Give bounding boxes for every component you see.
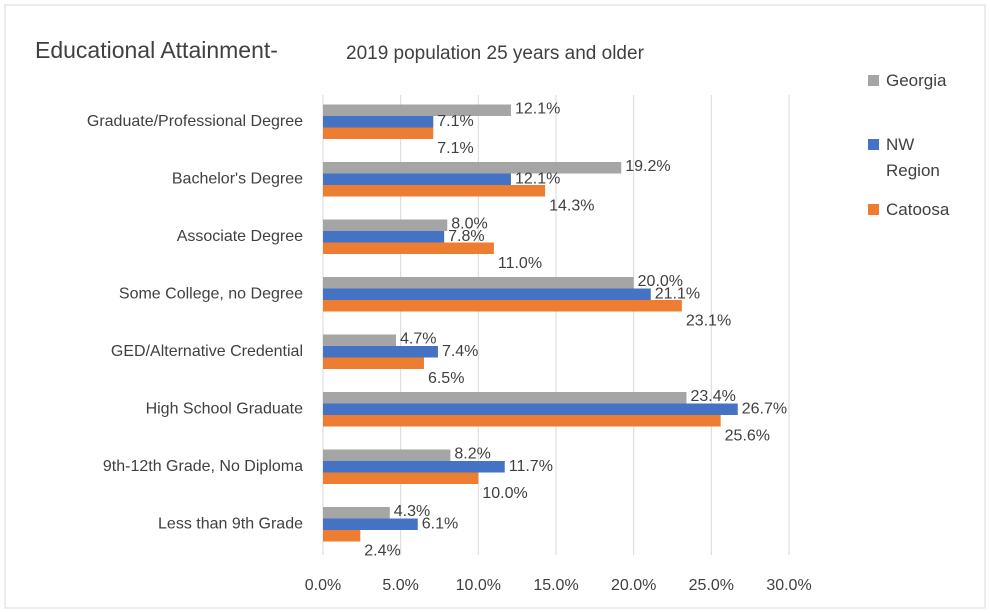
bar: [323, 173, 511, 185]
y-tick-label: High School Graduate: [146, 400, 304, 417]
data-label: 4.3%: [394, 503, 430, 520]
data-label: 19.2%: [625, 158, 670, 175]
x-tick-label: 0.0%: [305, 577, 341, 594]
data-label: 11.0%: [498, 255, 542, 272]
data-label: 26.7%: [742, 400, 787, 417]
bar: [323, 116, 434, 128]
bar: [323, 392, 687, 404]
bar: [323, 162, 622, 174]
data-label: 10.0%: [482, 485, 527, 502]
data-label: 20.0%: [638, 273, 683, 290]
x-tick-label: 30.0%: [766, 577, 811, 594]
data-label: 23.4%: [690, 388, 735, 405]
data-label: 7.1%: [437, 113, 473, 130]
legend-item: Georgia: [868, 68, 966, 94]
data-label: 12.1%: [515, 170, 560, 187]
bar: [323, 357, 424, 369]
bar: [323, 415, 721, 427]
x-tick-label: 20.0%: [611, 577, 656, 594]
bar: [323, 288, 651, 300]
data-label: 2.4%: [364, 543, 400, 560]
y-tick-label: 9th-12th Grade, No Diploma: [103, 458, 303, 475]
y-tick-label: Associate Degree: [177, 228, 303, 245]
data-label: 7.4%: [442, 343, 478, 360]
y-tick-label: Less than 9th Grade: [158, 515, 303, 532]
data-label: 25.6%: [725, 428, 770, 445]
data-label: 6.1%: [422, 515, 458, 532]
legend-swatch: [868, 204, 879, 215]
data-label: 7.1%: [437, 140, 473, 157]
legend-item: NW Region: [868, 132, 966, 184]
legend-swatch: [868, 75, 879, 86]
data-label: 4.7%: [400, 330, 436, 347]
data-label: 11.7%: [509, 458, 553, 475]
data-label: 8.2%: [454, 445, 490, 462]
x-tick-label: 15.0%: [533, 577, 578, 594]
bar: [323, 461, 505, 473]
data-label: 7.8%: [448, 228, 484, 245]
x-tick-label: 25.0%: [689, 577, 734, 594]
bar: [323, 518, 418, 530]
chart-title: Educational Attainment-: [35, 37, 278, 63]
bar: [323, 231, 445, 243]
legend-label: Georgia: [886, 71, 947, 90]
bar: [323, 104, 511, 116]
y-tick-label: Graduate/Professional Degree: [87, 113, 303, 130]
data-label: 8.0%: [451, 215, 487, 232]
legend-label: NW Region: [886, 135, 940, 180]
bar: [323, 346, 438, 358]
legend-label: Catoosa: [886, 200, 950, 219]
bar: [323, 242, 494, 254]
data-label: 23.1%: [686, 313, 731, 330]
data-label: 6.5%: [428, 370, 464, 387]
bar: [323, 127, 434, 139]
x-tick-label: 5.0%: [382, 577, 418, 594]
bar: [323, 403, 738, 415]
y-tick-label: Some College, no Degree: [119, 285, 303, 302]
y-tick-label: GED/Alternative Credential: [111, 343, 303, 360]
data-label: 21.1%: [655, 285, 700, 302]
bar: [323, 449, 451, 461]
bar: [323, 530, 361, 542]
data-label: 12.1%: [515, 100, 560, 117]
bar: [323, 277, 634, 289]
y-tick-label: Bachelor's Degree: [172, 170, 303, 187]
bar: [323, 334, 397, 346]
data-label: 14.3%: [549, 198, 594, 215]
bar: [323, 219, 448, 231]
bar: [323, 300, 682, 312]
legend-item: Catoosa: [868, 197, 966, 223]
bar: [323, 472, 479, 484]
x-tick-label: 10.0%: [456, 577, 501, 594]
bar: [323, 507, 390, 519]
chart-subtitle: 2019 population 25 years and older: [346, 43, 645, 64]
legend-swatch: [868, 139, 879, 150]
bar: [323, 185, 546, 197]
